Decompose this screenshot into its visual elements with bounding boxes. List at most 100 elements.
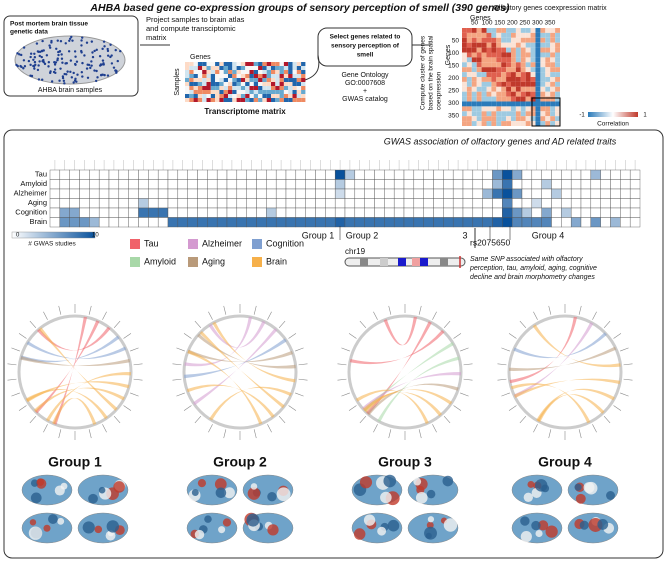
matrix-cell bbox=[219, 74, 224, 78]
coexpression-cell bbox=[525, 52, 531, 58]
matrix-cell bbox=[206, 90, 211, 94]
matrix-cell bbox=[215, 86, 220, 90]
matrix-cell bbox=[279, 82, 284, 86]
sample-dot bbox=[68, 39, 71, 42]
heatmap-cell bbox=[551, 188, 562, 199]
matrix-cell bbox=[206, 86, 211, 90]
sample-dot bbox=[38, 54, 41, 58]
coexpression-cell bbox=[515, 106, 521, 112]
brain-patch bbox=[191, 489, 199, 496]
heatmap-cell bbox=[423, 188, 434, 199]
matrix-cell bbox=[240, 82, 246, 86]
coexpression-cell bbox=[555, 116, 560, 122]
heatmap-cell bbox=[148, 198, 159, 209]
heatmap-cell bbox=[590, 217, 601, 228]
coexpression-cell bbox=[476, 106, 482, 112]
sample-dot bbox=[29, 52, 33, 55]
coexpression-cell bbox=[545, 116, 551, 122]
matrix-cell bbox=[266, 94, 271, 98]
coexpression-cell bbox=[466, 106, 472, 112]
coexpression-cell bbox=[491, 42, 497, 48]
coexpression-cell bbox=[481, 47, 487, 53]
sample-dot bbox=[80, 49, 83, 53]
matrix-cell bbox=[202, 98, 207, 102]
heatmap-cell bbox=[256, 198, 267, 209]
coexpression-cell bbox=[501, 37, 507, 43]
sample-dot bbox=[101, 59, 105, 62]
gene-label-tick bbox=[123, 405, 132, 411]
heatmap-cell bbox=[541, 169, 552, 180]
coexpression-cell bbox=[501, 32, 507, 38]
brain-patch bbox=[443, 518, 458, 532]
coexpression-cell bbox=[501, 116, 507, 122]
sample-dot bbox=[23, 65, 27, 68]
heatmap-cell bbox=[492, 188, 503, 199]
heatmap-cell bbox=[207, 198, 218, 209]
brain-patch bbox=[267, 524, 279, 536]
heatmap-cell bbox=[305, 217, 316, 228]
sample-dot bbox=[116, 59, 119, 63]
x-tick-label: 350 bbox=[545, 20, 556, 27]
coexpression-cell bbox=[540, 106, 546, 112]
heatmap-cell bbox=[305, 188, 316, 199]
matrix-cell bbox=[279, 94, 284, 98]
coexpression-cell bbox=[530, 91, 536, 97]
heatmap-cell bbox=[197, 217, 208, 228]
matrix-cell bbox=[185, 90, 190, 94]
matrix-cell bbox=[271, 94, 276, 98]
coexpression-cell bbox=[486, 52, 492, 58]
coexpression-cell bbox=[545, 62, 551, 68]
coexpression-cell bbox=[496, 42, 502, 48]
gene-label-tick bbox=[267, 424, 272, 433]
matrix-cell bbox=[245, 70, 250, 74]
heatmap-cell bbox=[610, 207, 621, 218]
sample-dot bbox=[41, 39, 44, 43]
heatmap-cell bbox=[89, 169, 100, 180]
gene-label-tick bbox=[183, 333, 192, 339]
coexpression-cell bbox=[511, 101, 516, 107]
sample-dot bbox=[61, 61, 64, 64]
heatmap-cell bbox=[511, 188, 523, 199]
coexpression-cell bbox=[506, 91, 511, 97]
matrix-cell bbox=[288, 82, 293, 86]
axis-label: Genes bbox=[445, 44, 452, 65]
coexpression-cell bbox=[501, 91, 507, 97]
matrix-cell bbox=[253, 62, 259, 66]
gene-label-tick bbox=[348, 333, 357, 339]
coexpression-cell bbox=[511, 32, 516, 38]
matrix-cell bbox=[249, 86, 254, 90]
legend-swatch bbox=[252, 239, 262, 249]
heatmap-cell bbox=[138, 198, 149, 209]
coexpression-cell bbox=[501, 52, 507, 58]
coexpression-cell bbox=[491, 28, 497, 33]
sample-dot bbox=[50, 39, 53, 43]
matrix-cell bbox=[266, 82, 271, 86]
coexpression-cell bbox=[481, 86, 487, 92]
coexpression-cell bbox=[520, 62, 526, 68]
heatmap-cell bbox=[177, 207, 188, 218]
matrix-cell bbox=[253, 94, 259, 98]
heatmap-cell bbox=[423, 217, 434, 228]
gene-label-tick bbox=[453, 333, 462, 339]
heatmap-cell bbox=[275, 217, 287, 228]
matrix-cell bbox=[185, 82, 190, 86]
brain-patch bbox=[82, 521, 95, 534]
matrix-cell bbox=[232, 62, 237, 66]
sample-dot bbox=[100, 73, 103, 77]
heatmap-cell bbox=[207, 188, 218, 199]
matrix-cell bbox=[223, 98, 228, 102]
coexpression-cell bbox=[511, 62, 516, 68]
chord-ribbon bbox=[536, 388, 615, 422]
heatmap-cell bbox=[49, 207, 61, 218]
legend-swatch bbox=[188, 257, 198, 267]
matrix-cell bbox=[240, 66, 246, 70]
heatmap-cell bbox=[531, 188, 542, 199]
matrix-cell bbox=[283, 62, 289, 66]
legend-swatch bbox=[130, 239, 140, 249]
heatmap-cell bbox=[236, 188, 247, 199]
coexpression-cell bbox=[515, 116, 521, 122]
matrix-cell bbox=[283, 98, 289, 102]
heatmap-cell bbox=[334, 217, 346, 228]
coexpression-cell bbox=[486, 28, 492, 33]
chord-ribbon bbox=[53, 316, 88, 425]
